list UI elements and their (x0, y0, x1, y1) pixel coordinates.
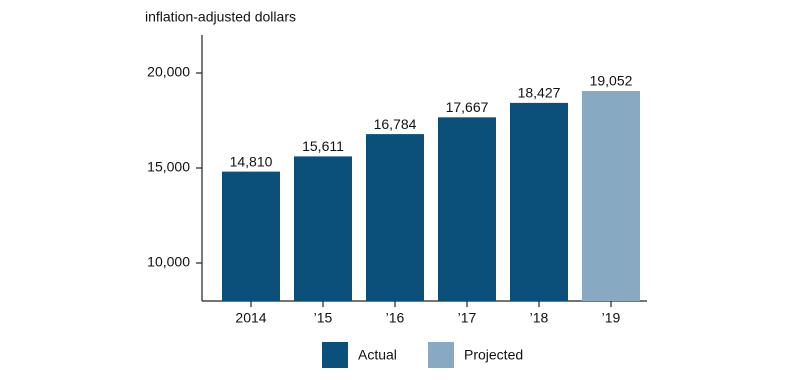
y-axis-label: inflation-adjusted dollars (145, 9, 296, 25)
value-label: 19,052 (590, 73, 633, 89)
bar (438, 117, 496, 302)
x-tick-label: 2014 (235, 310, 266, 326)
bar (294, 156, 352, 301)
bar (582, 91, 640, 302)
x-tick-label: ’19 (602, 310, 621, 326)
bar (222, 171, 280, 301)
legend-label: Projected (464, 347, 523, 363)
bar (366, 134, 424, 301)
x-tick-label: ’16 (386, 310, 405, 326)
value-label: 18,427 (518, 85, 561, 101)
value-label: 16,784 (374, 116, 417, 132)
y-tick-label: 20,000 (147, 64, 190, 80)
value-label: 14,810 (230, 153, 273, 169)
value-label: 15,611 (302, 138, 344, 154)
x-tick-label: ’18 (530, 310, 549, 326)
legend-swatch (322, 342, 348, 368)
legend-label: Actual (358, 347, 397, 363)
value-label: 17,667 (446, 99, 489, 115)
bar (510, 102, 568, 302)
x-tick-label: ’15 (314, 310, 333, 326)
x-tick-label: ’17 (458, 310, 477, 326)
legend-swatch (428, 342, 454, 368)
y-tick-label: 10,000 (147, 254, 190, 270)
y-tick-label: 15,000 (147, 159, 190, 175)
